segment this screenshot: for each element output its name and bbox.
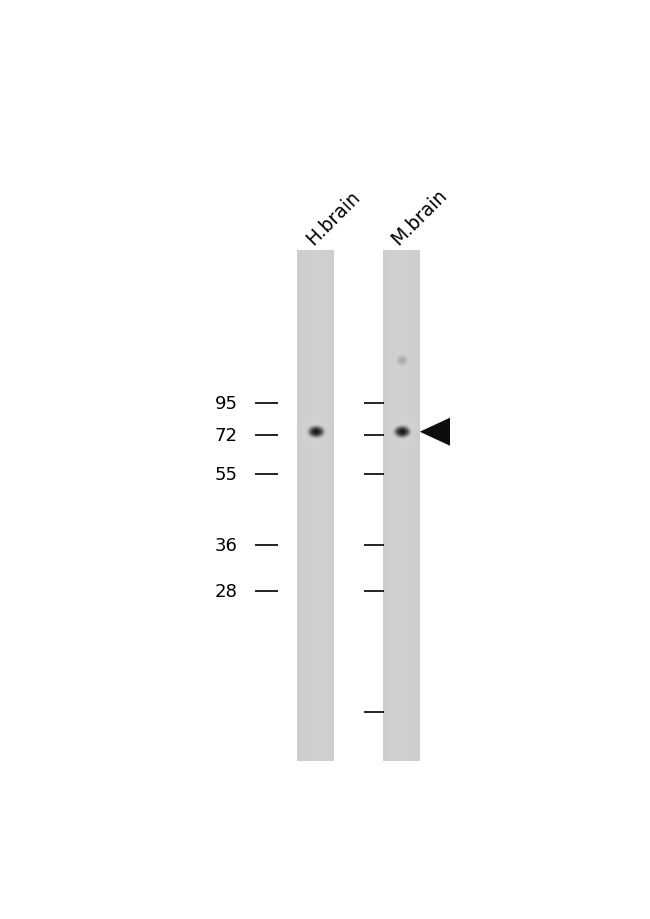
Text: 36: 36 bbox=[214, 537, 237, 554]
Polygon shape bbox=[420, 418, 450, 447]
Text: 55: 55 bbox=[214, 466, 237, 483]
Text: H.brain: H.brain bbox=[302, 187, 363, 248]
Text: M.brain: M.brain bbox=[387, 185, 451, 248]
Text: 28: 28 bbox=[214, 583, 237, 600]
Text: 72: 72 bbox=[214, 426, 237, 445]
Text: 95: 95 bbox=[214, 395, 237, 413]
